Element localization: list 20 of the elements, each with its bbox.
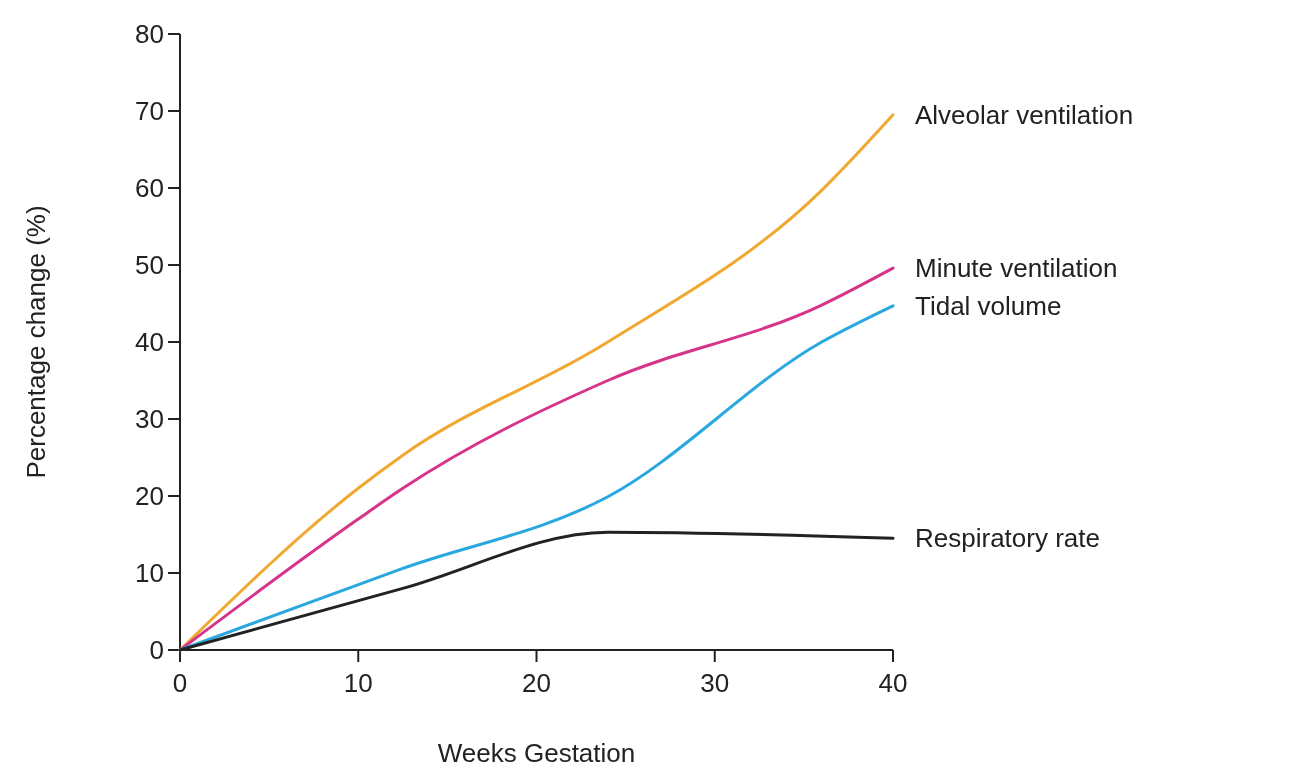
series-label: Respiratory rate bbox=[915, 523, 1100, 554]
y-tick-label: 20 bbox=[135, 481, 164, 512]
y-tick-label: 10 bbox=[135, 558, 164, 589]
x-tick-label: 20 bbox=[522, 668, 551, 698]
series-label: Alveolar ventilation bbox=[915, 99, 1134, 130]
y-tick-label: 0 bbox=[149, 635, 164, 666]
y-tick-label: 60 bbox=[135, 173, 164, 204]
series-label: Minute ventilation bbox=[915, 253, 1118, 284]
y-tick-label: 30 bbox=[135, 404, 164, 435]
y-axis-title: Percentage change (%) bbox=[21, 205, 51, 479]
x-tick-label: 10 bbox=[343, 668, 373, 698]
x-tick-label: 0 bbox=[172, 668, 188, 698]
x-tick-label: 30 bbox=[700, 668, 730, 698]
y-tick-label: 40 bbox=[135, 327, 164, 358]
y-tick-label: 70 bbox=[135, 96, 164, 127]
x-axis-title: Weeks Gestation bbox=[437, 738, 636, 768]
x-tick-label: 40 bbox=[878, 668, 908, 698]
y-tick-label: 50 bbox=[135, 250, 164, 281]
series-label: Tidal volume bbox=[915, 290, 1062, 321]
y-tick-label: 80 bbox=[135, 19, 164, 50]
